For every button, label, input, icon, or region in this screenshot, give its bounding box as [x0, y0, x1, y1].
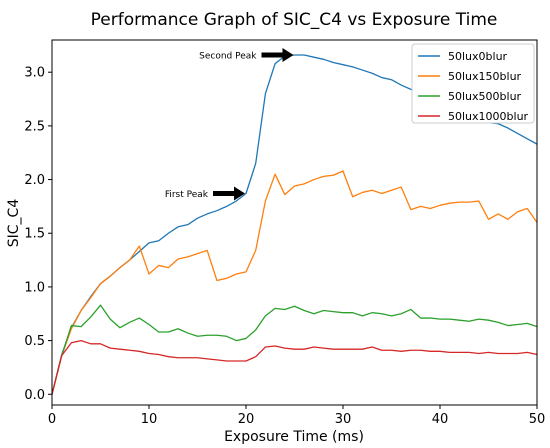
y-tick-label: 2.0 [24, 173, 45, 188]
y-tick-label: 1.0 [24, 280, 45, 295]
plot-area: 0 10 20 30 40 50 0.0 0.5 1.0 1.5 2.0 2.5 3.0 First Pe… [24, 39, 546, 427]
legend-label: 50lux150blur [448, 70, 522, 83]
x-tick-label: 10 [141, 412, 158, 427]
y-tick-label: 3.0 [24, 66, 45, 81]
series-line-4 [51, 339, 538, 395]
annotation-label: First Peak [165, 190, 209, 200]
y-tick-label: 2.5 [24, 119, 45, 134]
annotation-arrowhead [234, 186, 245, 201]
y-tick-label: 0.5 [24, 334, 45, 349]
legend-label: 50lux500blur [448, 90, 522, 103]
plot-frame [51, 39, 538, 406]
chart-title: Performance Graph of SIC_C4 vs Exposure … [91, 10, 498, 30]
x-tick-label: 0 [48, 412, 56, 427]
legend-label: 50lux0blur [448, 50, 508, 63]
series-line-3 [51, 304, 538, 395]
x-tick-label: 40 [432, 412, 449, 427]
x-axis-label: Exposure Time (ms) [224, 429, 364, 445]
y-tick-label: 0.0 [24, 388, 45, 403]
annotation-label: Second Peak [199, 52, 257, 62]
x-tick-label: 20 [238, 412, 255, 427]
series-line-2 [51, 170, 538, 395]
legend-box [411, 43, 535, 124]
x-tick-label: 30 [335, 412, 352, 427]
y-axis-label: SIC_C4 [6, 199, 22, 248]
y-tick-label: 1.5 [24, 227, 45, 242]
x-tick-label: 50 [529, 412, 546, 427]
legend-label: 50lux1000blur [448, 110, 529, 123]
annotation-arrowhead [282, 48, 294, 63]
